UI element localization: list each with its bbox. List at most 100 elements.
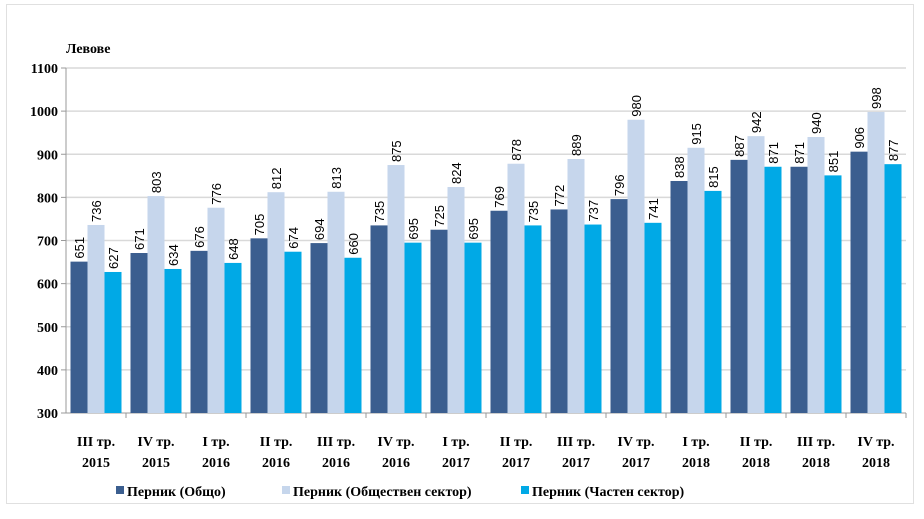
data-label: 871 bbox=[766, 142, 781, 164]
y-tick-label: 700 bbox=[37, 235, 58, 250]
bar bbox=[507, 163, 525, 413]
data-label: 815 bbox=[706, 166, 721, 188]
bar bbox=[104, 271, 122, 413]
x-tick-label: III тр. bbox=[77, 435, 115, 450]
bar bbox=[670, 180, 688, 413]
y-tick-label: 600 bbox=[37, 278, 58, 293]
data-label: 737 bbox=[586, 200, 601, 222]
bar bbox=[387, 165, 405, 413]
x-tick-label-year: 2017 bbox=[562, 456, 590, 471]
x-tick-label-year: 2016 bbox=[202, 456, 230, 471]
x-tick-label: II тр. bbox=[260, 435, 293, 450]
x-tick-label: II тр. bbox=[740, 435, 773, 450]
data-label: 671 bbox=[132, 228, 147, 250]
data-label: 796 bbox=[612, 174, 627, 196]
bar bbox=[644, 222, 662, 413]
data-label: 725 bbox=[432, 205, 447, 227]
bar bbox=[404, 242, 422, 413]
x-tick-label: I тр. bbox=[442, 435, 469, 450]
x-tick-label: IV тр. bbox=[377, 435, 414, 450]
bar bbox=[207, 207, 225, 413]
data-label: 915 bbox=[689, 123, 704, 145]
x-tick-label: I тр. bbox=[202, 435, 229, 450]
bar bbox=[310, 243, 328, 413]
bar bbox=[284, 251, 302, 413]
x-tick-label: III тр. bbox=[557, 435, 595, 450]
bar bbox=[730, 159, 748, 413]
x-tick-label-year: 2017 bbox=[502, 456, 530, 471]
y-axis-label: Левове bbox=[66, 42, 110, 57]
data-label: 980 bbox=[629, 95, 644, 117]
chart-frame bbox=[6, 4, 914, 504]
x-tick-label-year: 2015 bbox=[82, 456, 110, 471]
bar bbox=[224, 262, 242, 413]
data-label: 803 bbox=[149, 171, 164, 193]
x-tick-label-year: 2016 bbox=[322, 456, 350, 471]
bar bbox=[370, 225, 388, 413]
data-label: 813 bbox=[329, 167, 344, 189]
data-label: 772 bbox=[552, 185, 567, 207]
bar bbox=[430, 229, 448, 413]
legend-swatch bbox=[116, 486, 124, 494]
bar bbox=[130, 253, 148, 413]
bar bbox=[627, 119, 645, 413]
data-label: 648 bbox=[226, 238, 241, 260]
bar bbox=[747, 136, 765, 413]
data-label: 776 bbox=[209, 183, 224, 205]
x-tick-label-year: 2017 bbox=[622, 456, 650, 471]
data-label: 660 bbox=[346, 233, 361, 255]
data-label: 695 bbox=[466, 218, 481, 240]
bar bbox=[867, 111, 885, 414]
data-label: 871 bbox=[792, 142, 807, 164]
data-label: 676 bbox=[192, 226, 207, 248]
x-tick-label: IV тр. bbox=[617, 435, 654, 450]
x-tick-label-year: 2017 bbox=[442, 456, 470, 471]
data-label: 838 bbox=[672, 156, 687, 178]
legend-swatch bbox=[521, 486, 529, 494]
x-tick-label: III тр. bbox=[797, 435, 835, 450]
bar bbox=[807, 137, 825, 413]
data-label: 674 bbox=[286, 227, 301, 249]
data-label: 627 bbox=[106, 247, 121, 269]
data-label: 695 bbox=[406, 218, 421, 240]
data-label: 651 bbox=[72, 237, 87, 259]
bar bbox=[790, 166, 808, 413]
bar bbox=[687, 147, 705, 413]
x-tick-label-year: 2018 bbox=[862, 456, 890, 471]
bar bbox=[267, 192, 285, 413]
data-label: 851 bbox=[826, 151, 841, 173]
data-label: 887 bbox=[732, 135, 747, 157]
x-tick-label: I тр. bbox=[682, 435, 709, 450]
data-label: 998 bbox=[869, 87, 884, 109]
bar bbox=[327, 191, 345, 413]
data-label: 735 bbox=[526, 201, 541, 223]
bar bbox=[447, 187, 465, 413]
legend-swatch bbox=[282, 486, 290, 494]
bar bbox=[567, 158, 585, 413]
data-label: 878 bbox=[509, 139, 524, 161]
bar bbox=[87, 224, 105, 413]
bar bbox=[824, 175, 842, 413]
bar bbox=[190, 250, 208, 413]
bar bbox=[147, 196, 165, 413]
y-tick-label: 500 bbox=[37, 321, 58, 336]
data-label: 741 bbox=[646, 198, 661, 220]
x-tick-label-year: 2015 bbox=[142, 456, 170, 471]
bar bbox=[344, 257, 362, 413]
x-tick-label-year: 2018 bbox=[682, 456, 710, 471]
x-tick-label-year: 2016 bbox=[382, 456, 410, 471]
bar bbox=[764, 166, 782, 413]
bar bbox=[70, 261, 88, 413]
data-label: 875 bbox=[389, 140, 404, 162]
y-tick-label: 800 bbox=[37, 191, 58, 206]
y-tick-label: 400 bbox=[37, 364, 58, 379]
data-label: 940 bbox=[809, 112, 824, 134]
x-tick-label: III тр. bbox=[317, 435, 355, 450]
x-tick-label-year: 2016 bbox=[262, 456, 290, 471]
y-tick-label: 300 bbox=[37, 407, 58, 422]
bar bbox=[884, 164, 902, 413]
legend-label: Перник (Обществен сектор) bbox=[293, 485, 472, 500]
bar bbox=[490, 210, 508, 413]
data-label: 889 bbox=[569, 134, 584, 156]
